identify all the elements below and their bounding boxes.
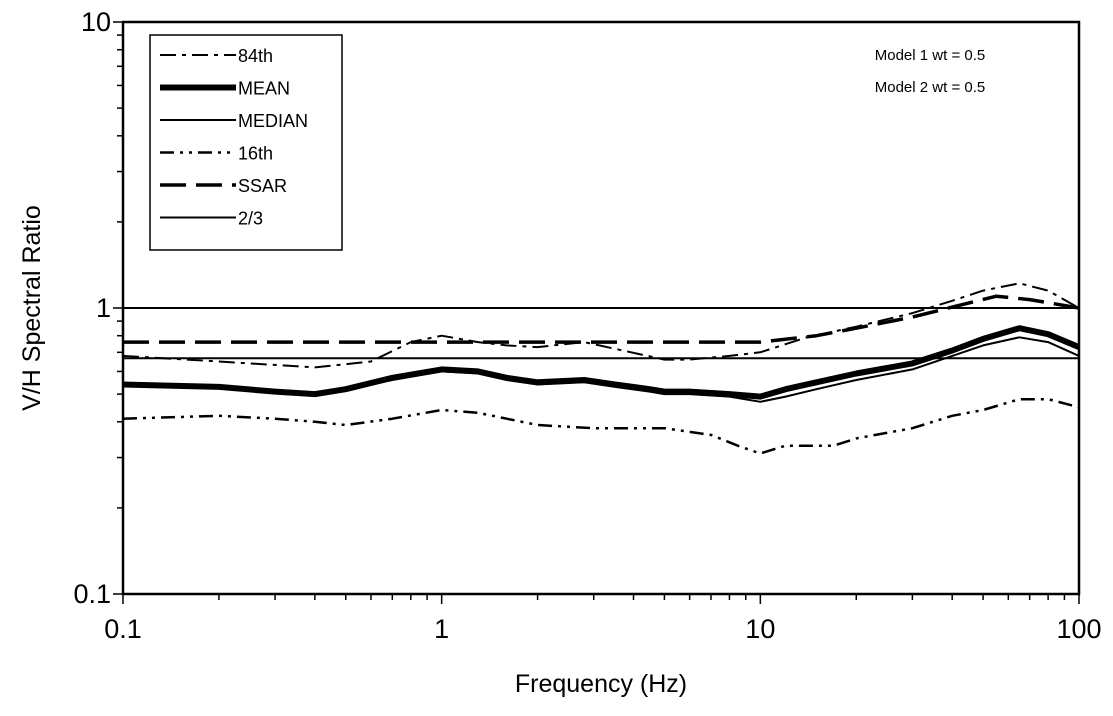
tick-marks [113,21,1080,604]
annotation-model-2-weight: Model 2 wt = 0.5 [875,79,985,96]
annotation-model-1-weight: Model 1 wt = 0.5 [875,47,985,64]
x-tick-label: 100 [1056,614,1101,644]
series-line-84th [122,282,1080,369]
tick-labels: 0.1 1 10 100 0.1 1 10 [73,7,1101,644]
y-tick-label: 10 [81,7,111,37]
x-tick-label: 10 [745,614,775,644]
x-axis-title: Frequency (Hz) [515,670,687,698]
x-tick-label: 0.1 [104,614,142,644]
series-line-ssar [123,294,1080,344]
legend-box [149,34,343,251]
legend-label: MEAN [238,79,290,99]
legend-label: 2/3 [238,209,263,229]
legend-label: SSAR [238,176,287,196]
legend: 84th MEAN MEDIAN 16th SSAR 2/3 [149,34,343,251]
x-tick-label: 1 [434,614,449,644]
y-axis-title: V/H Spectral Ratio [18,205,46,411]
series-lines [122,282,1081,455]
y-tick-label: 1 [96,293,111,323]
series-line-16th [122,397,1080,455]
legend-label: MEDIAN [238,111,308,131]
y-tick-label: 0.1 [73,579,111,609]
legend-label: 16th [238,144,273,164]
legend-label: 84th [238,46,273,66]
